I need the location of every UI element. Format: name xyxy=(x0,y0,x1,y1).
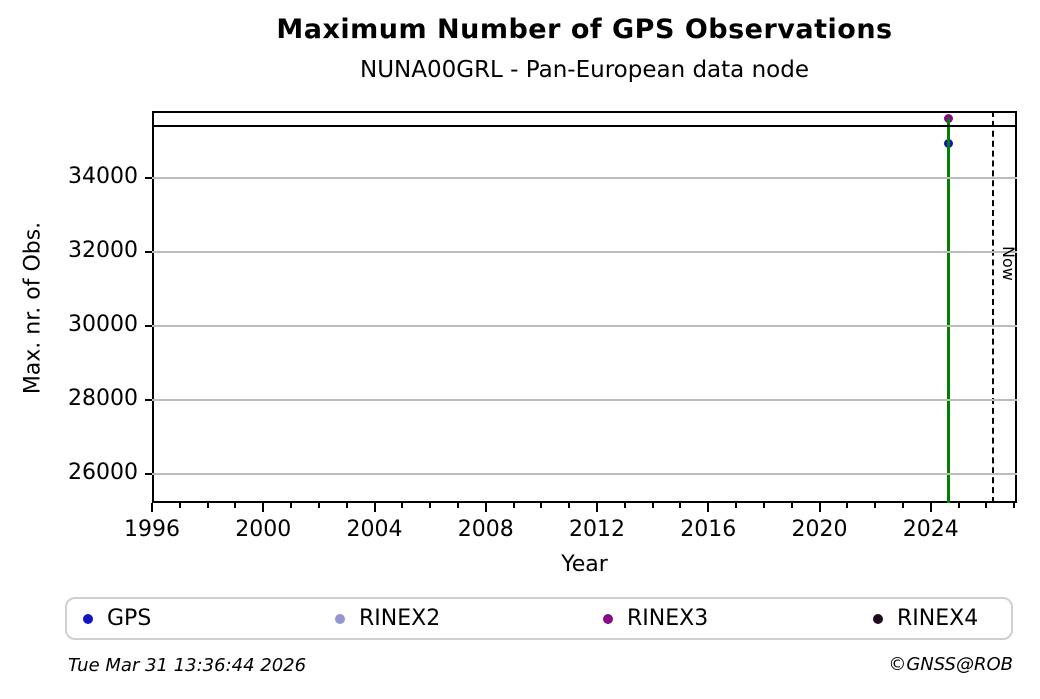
legend-marker-icon xyxy=(603,613,613,624)
y-tick-label: 34000 xyxy=(68,164,138,190)
copyright-credit: ©GNSS@ROB xyxy=(888,654,1013,675)
legend-item-rinex2: RINEX2 xyxy=(335,599,440,638)
legend-item-rinex4: RINEX4 xyxy=(873,599,978,638)
reference-line xyxy=(152,124,1017,127)
x-major-tick xyxy=(262,503,265,512)
x-minor-tick xyxy=(762,503,765,508)
x-minor-tick xyxy=(429,503,432,508)
x-tick-label: 2004 xyxy=(346,517,403,542)
x-minor-tick xyxy=(901,503,904,508)
x-minor-tick xyxy=(456,503,459,508)
x-minor-tick xyxy=(206,503,209,508)
legend-label: GPS xyxy=(107,606,152,631)
x-major-tick xyxy=(484,503,487,512)
x-major-tick xyxy=(151,503,153,512)
x-tick-label: 2008 xyxy=(457,517,514,542)
x-minor-tick xyxy=(512,503,515,508)
x-tick-label: 2024 xyxy=(902,517,959,542)
chart-subtitle: NUNA00GRL - Pan-European data node xyxy=(360,57,809,83)
x-minor-tick xyxy=(317,503,320,508)
legend-item-rinex3: RINEX3 xyxy=(603,599,708,638)
x-minor-tick xyxy=(985,503,988,508)
legend-marker-icon xyxy=(83,613,93,624)
x-major-tick xyxy=(373,503,376,512)
x-minor-tick xyxy=(846,503,849,508)
x-minor-tick xyxy=(540,503,543,508)
x-minor-tick xyxy=(1013,503,1016,508)
legend-label: RINEX3 xyxy=(627,606,709,631)
y-tick xyxy=(145,251,152,254)
x-major-tick xyxy=(596,503,599,512)
x-minor-tick xyxy=(401,503,404,508)
y-gridline xyxy=(152,473,1017,476)
y-tick xyxy=(145,399,152,402)
now-line xyxy=(992,111,995,503)
x-major-tick xyxy=(707,503,710,512)
y-gridline xyxy=(152,325,1017,328)
legend-marker-icon xyxy=(873,613,883,624)
x-tick-label: 1996 xyxy=(124,517,180,542)
y-tick-label: 32000 xyxy=(68,238,138,264)
plot-area xyxy=(152,111,1017,503)
y-gridline xyxy=(152,251,1017,254)
x-minor-tick xyxy=(623,503,626,508)
y-gridline xyxy=(152,399,1017,402)
y-gridline xyxy=(152,177,1017,180)
plot-timestamp: Tue Mar 31 13:36:44 2026 xyxy=(68,655,307,676)
x-minor-tick xyxy=(735,503,738,508)
x-minor-tick xyxy=(874,503,877,508)
y-tick xyxy=(145,473,152,476)
x-minor-tick xyxy=(345,503,348,508)
chart-title: Maximum Number of GPS Observations xyxy=(276,14,893,45)
x-minor-tick xyxy=(234,503,237,508)
y-tick-label: 28000 xyxy=(68,386,138,412)
x-major-tick xyxy=(929,503,932,512)
event-line-solid xyxy=(947,118,951,503)
legend-marker-icon xyxy=(335,613,345,624)
x-minor-tick xyxy=(957,503,960,508)
x-minor-tick xyxy=(178,503,181,508)
y-tick-label: 26000 xyxy=(68,460,138,486)
y-tick-label: 30000 xyxy=(68,312,138,338)
legend-label: RINEX4 xyxy=(897,606,979,631)
x-minor-tick xyxy=(568,503,571,508)
y-axis-label: Max. nr. of Obs. xyxy=(20,221,46,395)
legend-label: RINEX2 xyxy=(359,606,441,631)
x-minor-tick xyxy=(679,503,682,508)
legend-item-gps: GPS xyxy=(83,599,151,638)
x-minor-tick xyxy=(790,503,793,508)
now-line-label: Now xyxy=(999,246,1018,281)
y-tick xyxy=(145,325,152,328)
x-tick-label: 2020 xyxy=(791,517,848,542)
x-minor-tick xyxy=(651,503,654,508)
x-minor-tick xyxy=(290,503,293,508)
x-axis-label: Year xyxy=(561,552,608,577)
x-major-tick xyxy=(818,503,821,512)
y-tick xyxy=(145,177,152,180)
x-tick-label: 2016 xyxy=(680,517,737,542)
legend: GPS RINEX2 RINEX3 RINEX4 xyxy=(65,597,1013,640)
x-tick-label: 2012 xyxy=(569,517,626,542)
x-tick-label: 2000 xyxy=(235,517,292,542)
